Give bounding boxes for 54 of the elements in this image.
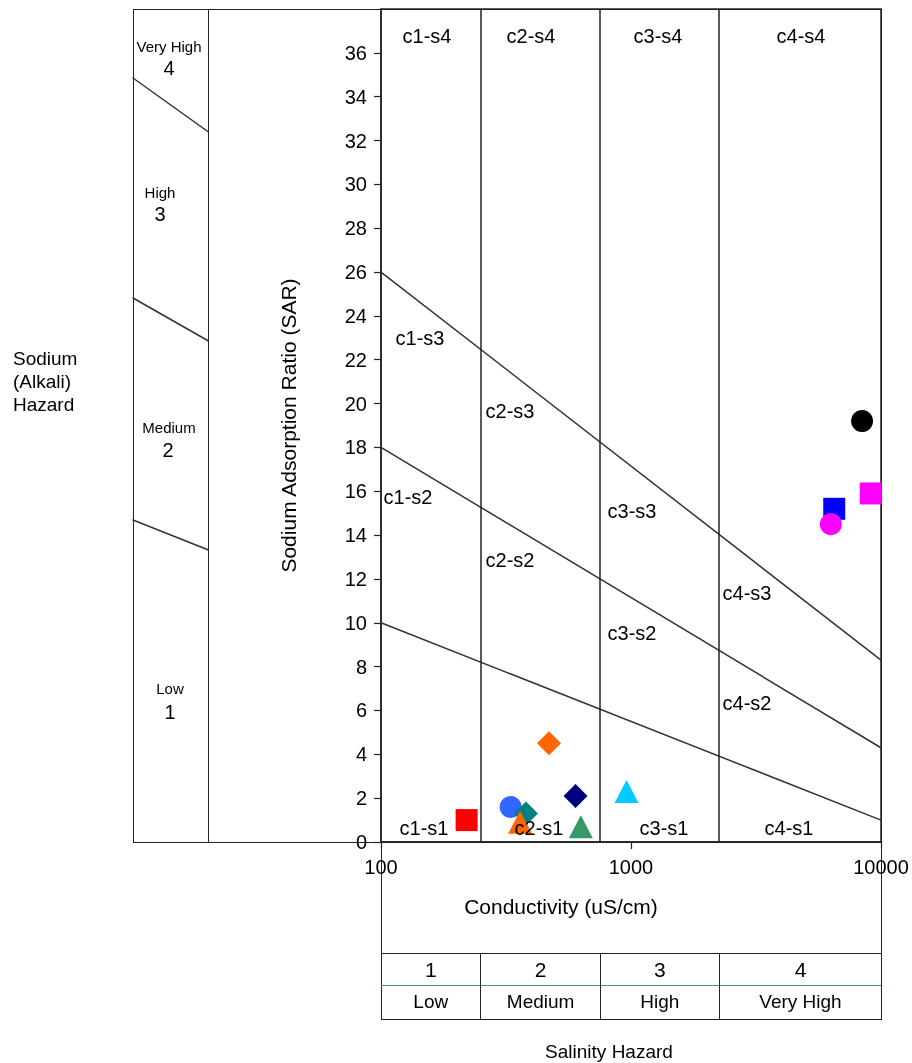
text: Low [156,680,184,697]
y-tick-label: 2 [355,787,367,810]
y-tick-label: 16 [344,480,367,503]
y-tick-label: 10 [344,611,367,634]
annotation: c3-s3 [607,500,657,522]
annotation: c1-s4 [402,25,452,47]
text: Very High [759,991,842,1013]
y-tick-label: 36 [344,41,367,64]
text: Medium [142,419,196,436]
annotation: c4-s4 [776,25,826,47]
annotation: c1-s2 [383,486,433,508]
y-tick-label: 28 [344,217,367,240]
annotation: c4-s3 [722,582,772,604]
y-tick-label: 20 [344,392,367,415]
annotation: c3-s4 [633,25,683,47]
text: 2 [162,439,174,461]
y-tick-label: 22 [344,348,367,371]
text: 3 [654,957,666,982]
y-tick-label: 26 [344,261,367,284]
text: Medium [506,991,575,1013]
y-tick-label: 18 [344,436,367,459]
x-tick-label: 1000 [608,856,654,878]
y-tick-label: 30 [344,173,367,196]
text: Low [413,991,449,1013]
y-axis-title: Sodium Adsorption Ratio (SAR) [277,278,300,573]
annotation: c3-s1 [639,817,689,839]
text: High [144,184,176,201]
y-tick-label: 34 [344,85,367,108]
y-tick-label: 12 [344,567,367,590]
annotation: c3-s2 [607,622,657,644]
y-tick-label: 4 [355,743,367,766]
annotation: c2-s4 [506,25,556,47]
text: 1 [164,701,176,723]
text: Sodium (Alkali) Hazard [13,346,79,416]
text: 2 [534,957,547,982]
y-tick-label: 32 [344,129,367,152]
annotation: c2-s2 [485,549,535,571]
y-tick-label: 6 [355,699,367,722]
text: 1 [424,957,437,982]
text: 4 [163,57,175,79]
y-tick-label: 24 [344,304,367,327]
text: 3 [154,203,166,225]
annotation: c2-s3 [485,400,535,422]
annotation: c1-s1 [399,817,449,839]
annotation: c1-s3 [395,327,445,349]
text: Salinity Hazard [545,1041,673,1062]
text: Very High [136,38,202,55]
y-tick-label: 8 [355,655,367,678]
text: 4 [794,957,807,982]
y-tick-label: 14 [344,524,367,547]
x-axis-title: Conductivity (uS/cm) [464,895,658,918]
text: High [640,991,680,1013]
annotation: c4-s2 [722,692,772,714]
annotation: c4-s1 [764,817,814,839]
